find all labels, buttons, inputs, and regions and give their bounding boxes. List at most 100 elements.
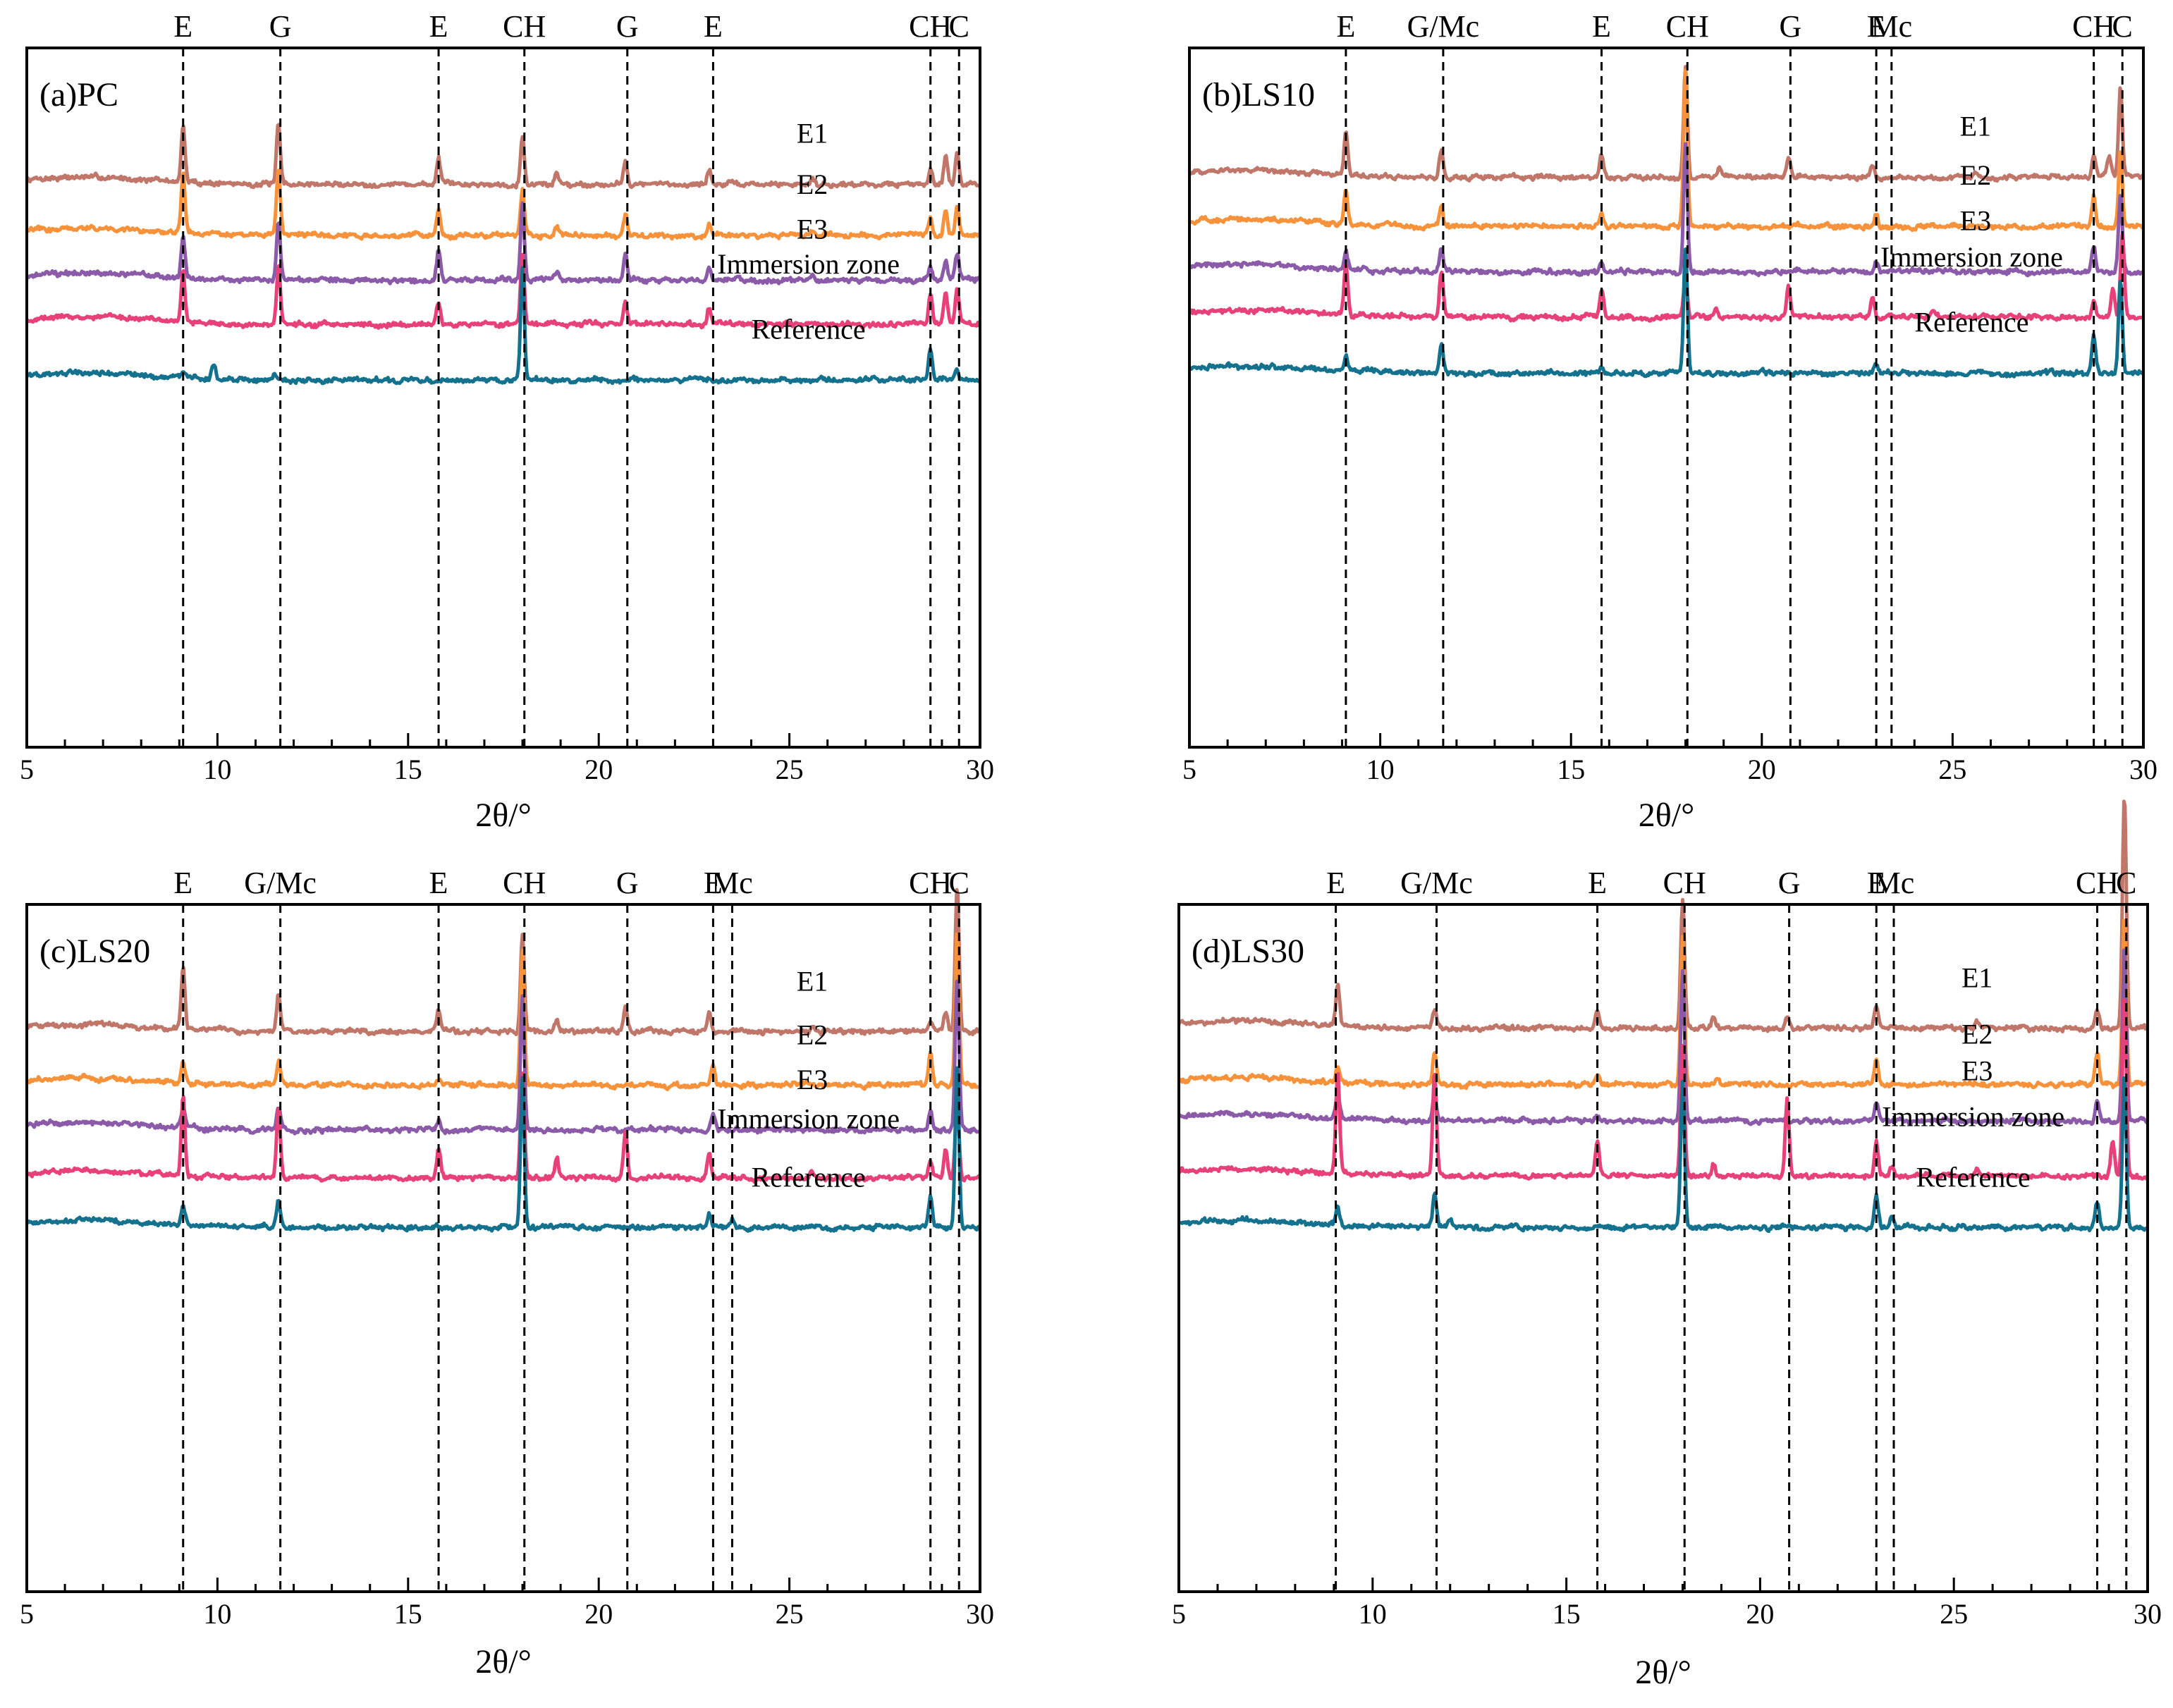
series-line-immersion-zone <box>27 252 980 330</box>
x-tick-label: 20 <box>1746 1598 1774 1630</box>
series-line-e2 <box>27 168 980 241</box>
phase-label-ch: CH <box>503 866 546 900</box>
phase-label-ch: CH <box>1666 9 1709 44</box>
series-line-e2 <box>1179 918 2148 1090</box>
series-line-immersion-zone <box>1179 998 2148 1181</box>
x-tick-label: 30 <box>966 754 994 785</box>
x-axis-label: 2θ/° <box>1639 797 1695 834</box>
x-tick-label: 15 <box>394 1598 422 1630</box>
x-tick-label: 25 <box>776 1598 804 1630</box>
series-line-immersion-zone <box>27 1071 980 1184</box>
x-tick-label: 15 <box>394 754 422 785</box>
x-tick-label: 5 <box>20 754 34 785</box>
series-label-immersion-zone: Immersion zone <box>717 1102 900 1134</box>
series-line-e2 <box>27 932 980 1091</box>
series-label-e3: E3 <box>797 1064 828 1095</box>
plot-frame <box>1188 47 2145 749</box>
x-tick-label: 20 <box>584 754 613 785</box>
phase-label-g-mc: G/Mc <box>1400 866 1473 900</box>
series-line-e1 <box>1179 799 2148 1033</box>
phase-label-g: G <box>616 9 639 44</box>
phase-label-e: E <box>429 9 448 44</box>
series-label-e2: E2 <box>1960 159 1991 191</box>
x-tick-label: 30 <box>2129 754 2157 785</box>
phase-label-e: E <box>704 9 723 44</box>
x-axis-label: 2θ/° <box>475 1643 532 1681</box>
x-tick-label: 10 <box>203 754 231 785</box>
x-tick-label: 5 <box>1182 754 1196 785</box>
series-label-e1: E1 <box>797 966 828 997</box>
series-line-e3 <box>1179 948 2148 1126</box>
series-label-immersion-zone: Immersion zone <box>717 248 900 280</box>
phase-label-c: C <box>949 9 969 44</box>
phase-label-e: E <box>1867 9 1886 44</box>
x-tick-label: 30 <box>966 1598 994 1630</box>
series-label-reference: Reference <box>752 313 866 345</box>
phase-label-c: C <box>949 866 969 900</box>
phase-label-e: E <box>173 866 192 900</box>
x-tick-label: 20 <box>584 1598 613 1630</box>
series-line-reference <box>27 1066 980 1233</box>
phase-label-e: E <box>173 9 192 44</box>
series-label-reference: Reference <box>1916 1161 2031 1193</box>
phase-label-g: G <box>1779 9 1801 44</box>
phase-label-g: G <box>269 9 292 44</box>
x-tick-label: 15 <box>1557 754 1585 785</box>
plot-frame <box>25 903 981 1593</box>
phase-label-e: E <box>1588 866 1607 900</box>
series-label-e1: E1 <box>797 118 828 149</box>
series-line-reference <box>1179 1076 2148 1234</box>
phase-label-e: E <box>429 866 448 900</box>
x-tick-label: 25 <box>776 754 804 785</box>
panel-title: (c)LS20 <box>39 933 150 970</box>
x-tick-label: 10 <box>1366 754 1395 785</box>
series-label-e2: E2 <box>797 1019 828 1051</box>
phase-label-mc: Mc <box>1871 9 1912 44</box>
phase-label-e: E <box>704 866 723 900</box>
x-tick-label: 25 <box>1940 1598 1968 1630</box>
x-axis-label: 2θ/° <box>475 797 532 834</box>
x-tick-label: 25 <box>1938 754 1966 785</box>
panel-title: (a)PC <box>39 76 118 113</box>
x-tick-label: 20 <box>1748 754 1776 785</box>
phase-label-e: E <box>1336 9 1355 44</box>
x-tick-label: 10 <box>1359 1598 1387 1630</box>
series-line-reference <box>1189 247 2143 379</box>
panel-title: (b)LS10 <box>1202 76 1315 113</box>
series-line-e3 <box>1189 142 2143 278</box>
series-line-e1 <box>27 123 980 190</box>
x-tick-label: 5 <box>20 1598 34 1630</box>
phase-label-e: E <box>1326 866 1345 900</box>
series-label-e1: E1 <box>1960 111 1991 142</box>
series-label-immersion-zone: Immersion zone <box>1882 1100 2064 1132</box>
phase-label-c: C <box>2116 866 2136 900</box>
phase-label-mc: Mc <box>711 866 753 900</box>
plot-frame <box>1177 903 2149 1593</box>
series-label-e2: E2 <box>1961 1019 1993 1050</box>
x-tick-label: 30 <box>2134 1598 2162 1630</box>
series-line-e3 <box>27 201 980 285</box>
x-tick-label: 15 <box>1553 1598 1581 1630</box>
phase-label-ch: CH <box>909 866 952 900</box>
phase-label-g: G <box>1778 866 1801 900</box>
series-label-e1: E1 <box>1961 962 1993 994</box>
x-tick-label: 10 <box>203 1598 231 1630</box>
series-label-e3: E3 <box>1961 1055 1993 1086</box>
series-label-e3: E3 <box>797 214 828 245</box>
series-line-reference <box>27 266 980 386</box>
x-tick-label: 5 <box>1172 1598 1186 1630</box>
series-label-reference: Reference <box>1914 306 2028 338</box>
series-label-e2: E2 <box>797 168 828 200</box>
series-label-e3: E3 <box>1960 205 1991 237</box>
phase-label-g: G <box>616 866 639 900</box>
phase-label-e: E <box>1867 866 1886 900</box>
phase-label-ch: CH <box>909 9 952 44</box>
series-line-immersion-zone <box>1189 233 2143 323</box>
phase-label-ch: CH <box>2072 9 2115 44</box>
phase-label-g-mc: G/Mc <box>1407 9 1480 44</box>
